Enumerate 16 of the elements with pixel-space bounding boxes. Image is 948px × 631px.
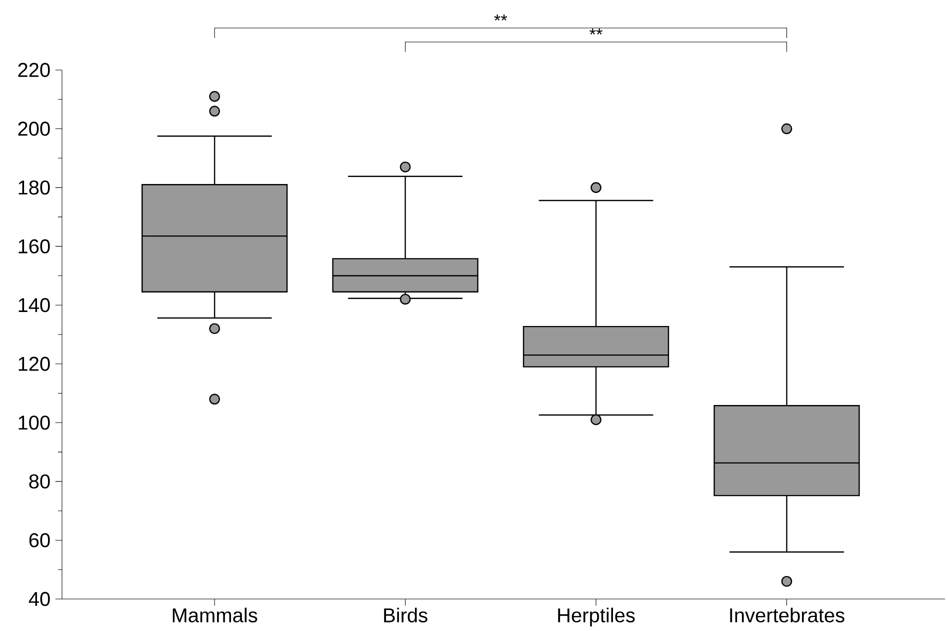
y-tick-label: 200 [18,122,50,136]
text: ** [590,28,602,35]
y-tick-label: 80 [29,474,50,489]
x-tick-label: Birds [384,608,428,622]
y-tick-label: 120 [18,356,50,372]
y-tick-label: 60 [29,533,50,548]
text: ** [494,14,508,21]
x-tick-label: Herptiles [558,608,635,626]
x-tick-label: Invertebrates [730,608,844,622]
y-tick-label: 220 [18,63,50,78]
y-tick-label: 160 [18,239,50,254]
y-tick-label: 180 [18,180,50,195]
y-tick-label: 100 [18,416,50,430]
y-tick-label: 140 [18,298,50,312]
x-tick-label: Mammals [172,608,258,622]
y-tick-label: 40 [28,592,50,606]
